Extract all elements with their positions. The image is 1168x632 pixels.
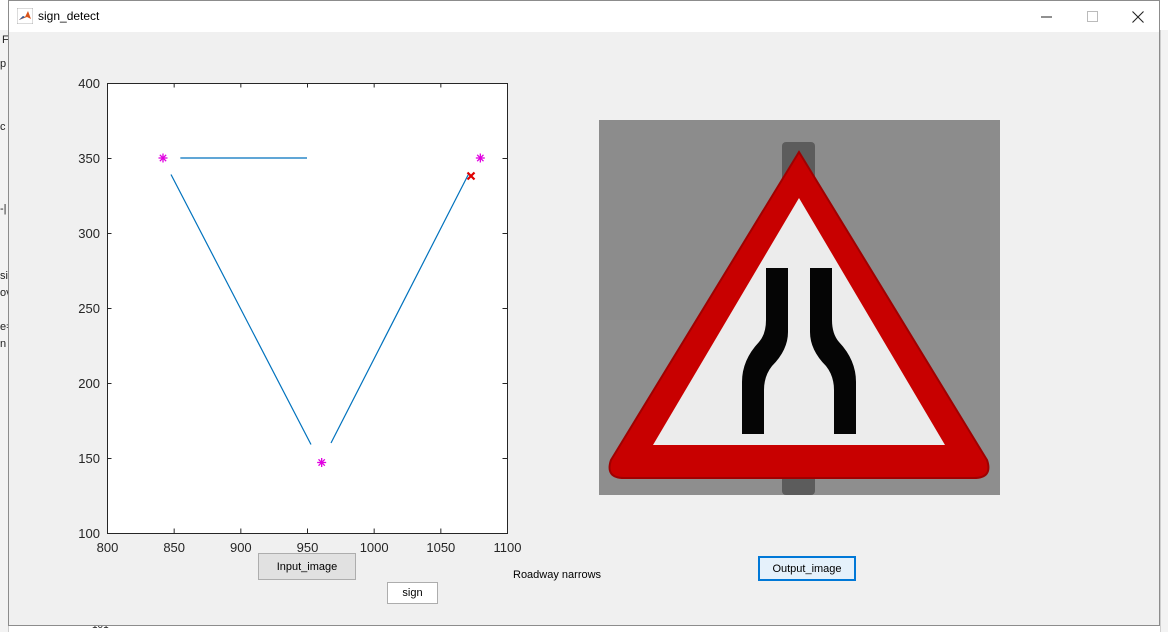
- input-image-button[interactable]: Input_image: [258, 553, 356, 580]
- title-bar: sign_detect: [9, 1, 1159, 32]
- output-image-button[interactable]: Output_image: [758, 556, 856, 581]
- y-tick-label: 200: [78, 376, 100, 391]
- minimize-icon: [1040, 16, 1052, 18]
- plot-series: [170, 157, 469, 445]
- sign-button[interactable]: sign: [387, 582, 438, 604]
- matlab-icon: [17, 8, 33, 24]
- y-tick-label: 350: [78, 151, 100, 166]
- bg-fragment: F: [2, 34, 9, 46]
- x-tick-label: 850: [163, 540, 185, 555]
- sign-white-field: [653, 198, 945, 445]
- bg-fragment: ov: [0, 287, 12, 299]
- y-tick-label: 400: [78, 76, 100, 91]
- bg-fragment: p: [0, 58, 7, 70]
- star-marker: [317, 458, 327, 467]
- detected-sign-label: Roadway narrows: [513, 569, 602, 581]
- y-tick-label: 300: [78, 226, 100, 241]
- bg-fragment: -|: [0, 203, 7, 215]
- line-segment: [330, 174, 469, 444]
- x-tick-label: 900: [230, 540, 252, 555]
- x-tick-label: 1050: [426, 540, 455, 555]
- axes-box: [107, 83, 508, 534]
- x-tick-labels: 800 850 900 950 1000 1050 1100: [97, 540, 522, 555]
- x-tick-label: 1100: [494, 540, 522, 555]
- line-segment: [170, 174, 312, 445]
- maximize-button[interactable]: [1069, 1, 1115, 32]
- close-icon: [1132, 10, 1144, 23]
- x-tick-label: 800: [97, 540, 119, 555]
- star-marker: [158, 153, 168, 163]
- x-tick-label: 950: [297, 540, 319, 555]
- road-right-edge: [810, 268, 856, 434]
- y-tick-label: 250: [78, 301, 100, 316]
- x-tick-label: 1000: [360, 540, 389, 555]
- y-tick-label: 100: [78, 526, 100, 541]
- road-sign-image: [599, 120, 1000, 495]
- star-marker: [475, 153, 485, 163]
- x-marker: [466, 171, 476, 181]
- road-left-edge: [742, 268, 788, 434]
- bg-fragment: si: [0, 270, 8, 282]
- close-button[interactable]: [1115, 1, 1161, 32]
- plot-markers: [158, 153, 485, 467]
- bg-fragment: c: [0, 121, 6, 133]
- maximize-icon: [1086, 11, 1098, 22]
- y-tick-label: 150: [78, 451, 100, 466]
- y-tick-labels: 100 150 200 250 300 350 400: [78, 76, 100, 541]
- window-title: sign_detect: [38, 9, 100, 23]
- axis-ticks: [107, 83, 508, 534]
- bg-fragment: n: [0, 338, 7, 350]
- minimize-button[interactable]: [1023, 1, 1069, 32]
- background-app-right: [1160, 30, 1168, 632]
